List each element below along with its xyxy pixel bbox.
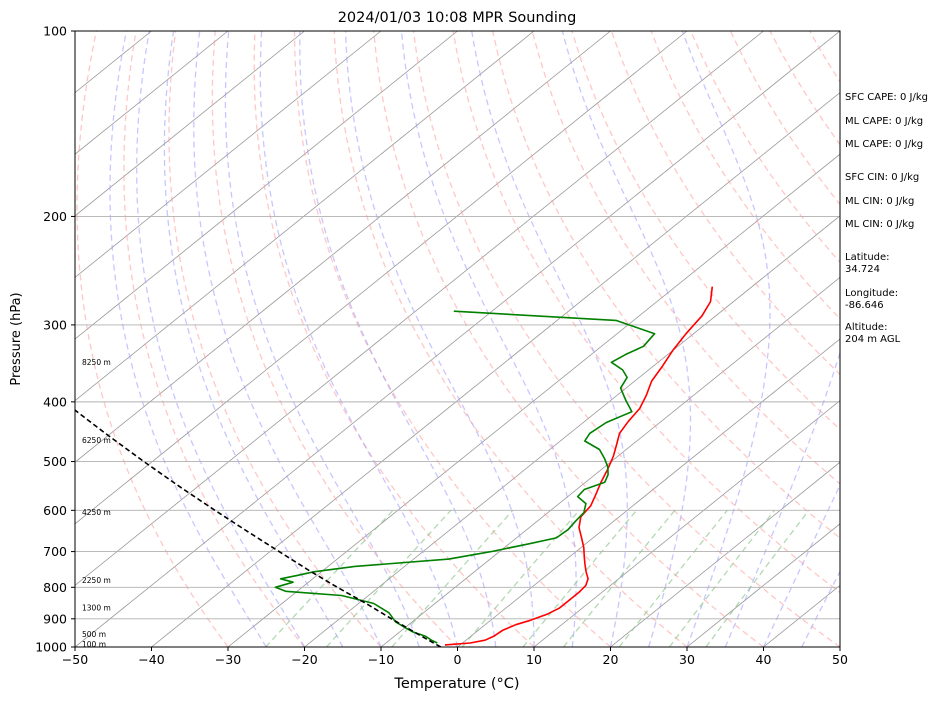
y-axis: 1000 900 800 700 600 500 400 300 200 100: [35, 24, 75, 655]
y-tick-label: 200: [43, 209, 67, 224]
height-label: 1300 m: [82, 604, 111, 613]
isotherm-line: [0, 31, 611, 647]
y-tick-label: 100: [43, 24, 67, 39]
x-tick-label: 20: [603, 652, 619, 667]
info-line: Latitude:: [845, 252, 890, 264]
info-line: ML CIN: 0 J/kg: [845, 219, 914, 231]
height-label: 2250 m: [82, 576, 111, 585]
height-label: 4250 m: [82, 508, 111, 517]
height-label: 100 m: [82, 640, 106, 649]
x-tick-label: −30: [215, 652, 241, 667]
info-line: ML CIN: 0 J/kg: [845, 196, 914, 208]
dry-adiabat-line: [929, 31, 947, 647]
moist-adiabat-line: [137, 31, 305, 647]
sounding-traces: [0, 287, 712, 647]
mixing-ratio-line: [462, 510, 579, 647]
y-tick-label: 500: [43, 454, 67, 469]
dry-adiabat-line: [374, 31, 764, 647]
y-axis-label: Pressure (hPa): [9, 292, 24, 385]
mixing-ratio-line: [327, 510, 451, 647]
moist-adiabat-line: [194, 31, 381, 647]
info-line: ML CAPE: 0 J/kg: [845, 116, 923, 128]
y-tick-label: 600: [43, 503, 67, 518]
height-label: 500 m: [82, 630, 106, 639]
moist-adiabat-line: [110, 31, 266, 647]
dry-adiabat-line: [254, 31, 534, 647]
height-label: 6250 m: [82, 436, 111, 445]
x-tick-label: 30: [679, 652, 695, 667]
moist-adiabat-line: [300, 31, 496, 647]
info-line: 204 m AGL: [845, 334, 900, 346]
y-tick-label: 400: [43, 394, 67, 409]
x-tick-label: −20: [291, 652, 317, 667]
info-line: SFC CAPE: 0 J/kg: [845, 92, 928, 104]
moist-adiabat-line: [562, 31, 690, 647]
info-line: Altitude:: [845, 322, 887, 334]
x-tick-label: 40: [756, 652, 772, 667]
x-tick-label: −40: [138, 652, 164, 667]
y-tick-label: 1000: [35, 640, 67, 655]
x-tick-label: 0: [454, 652, 462, 667]
info-line: Longitude:: [845, 288, 898, 300]
info-line: ML CAPE: 0 J/kg: [845, 139, 923, 151]
info-line: SFC CIN: 0 J/kg: [845, 172, 919, 184]
isotherm-line: [0, 31, 458, 647]
y-tick-label: 800: [43, 580, 67, 595]
moist-adiabat-line: [472, 31, 628, 647]
parcel-trace: [0, 325, 441, 647]
moist-adiabat-line: [682, 31, 770, 647]
y-tick-label: 900: [43, 611, 67, 626]
x-tick-label: 10: [526, 652, 542, 667]
height-label: 8250 m: [82, 358, 111, 367]
dry-adiabat-line: [212, 31, 457, 647]
dry-adiabat-line: [77, 31, 228, 647]
dry-adiabat-line: [334, 31, 687, 647]
x-tick-label: 50: [832, 652, 848, 667]
isotherm-line: [228, 31, 947, 647]
y-tick-label: 300: [43, 317, 67, 332]
info-line: 34.724: [845, 264, 880, 276]
x-tick-label: −10: [368, 652, 394, 667]
temperature-trace: [445, 287, 712, 645]
info-line: -86.646: [845, 300, 884, 312]
isobar-gridlines: [75, 216, 840, 618]
moist-adiabat-line: [346, 31, 534, 647]
y-tick-label: 700: [43, 544, 67, 559]
dry-adiabat-line: [169, 31, 381, 647]
x-axis-label: Temperature (°C): [393, 676, 519, 692]
chart-title: 2024/01/03 10:08 MPR Sounding: [338, 10, 577, 26]
